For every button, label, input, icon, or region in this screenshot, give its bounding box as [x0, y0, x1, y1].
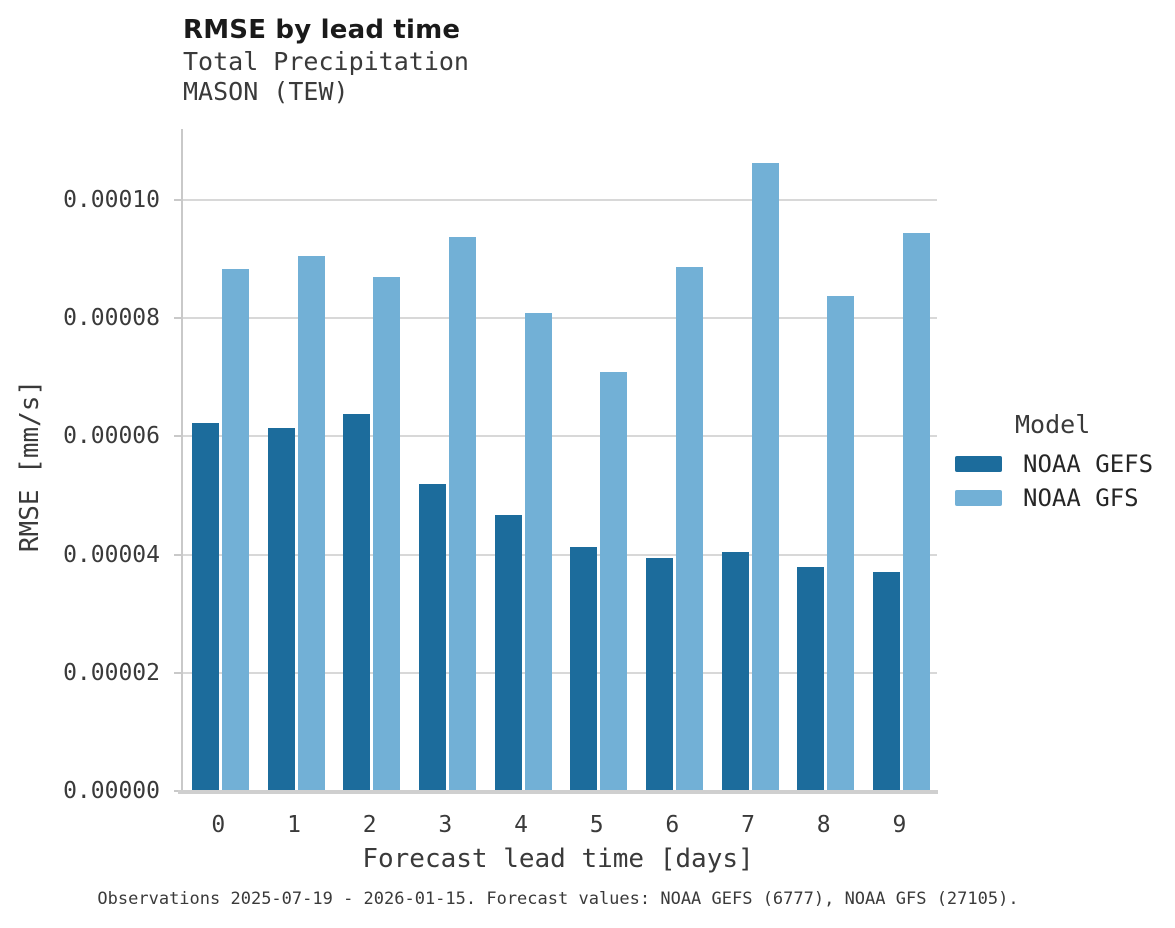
legend-label-gefs: NOAA GEFS — [1023, 450, 1154, 478]
x-tick-label: 0 — [211, 812, 226, 838]
bar-noaa-gfs-lead4 — [524, 312, 552, 791]
legend: Model NOAA GEFS NOAA GFS — [955, 410, 1153, 515]
y-gridline — [183, 317, 937, 320]
x-tick-label: 1 — [287, 812, 301, 838]
bar-noaa-gfs-lead8 — [827, 295, 855, 791]
bar-noaa-gefs-lead3 — [418, 483, 446, 791]
x-tick-label: 3 — [438, 812, 453, 838]
x-tick-label: 4 — [514, 812, 528, 838]
y-tick-label: 0.00002 — [63, 659, 160, 686]
y-gridline — [183, 553, 937, 556]
y-gridline — [183, 671, 937, 674]
bar-noaa-gfs-lead6 — [675, 267, 703, 791]
bar-noaa-gefs-lead9 — [872, 571, 900, 791]
chart-title: RMSE by lead time — [183, 15, 461, 45]
y-gridline — [183, 198, 937, 201]
y-tick-mark — [174, 435, 181, 438]
x-axis-title: Forecast lead time [days] — [362, 844, 754, 874]
y-tick-mark — [174, 317, 181, 320]
bar-noaa-gfs-lead1 — [297, 256, 325, 791]
bar-noaa-gefs-lead6 — [645, 558, 673, 791]
x-tick-label: 9 — [892, 812, 907, 838]
bar-noaa-gfs-lead7 — [751, 163, 779, 791]
y-tick-mark — [174, 671, 181, 674]
bar-noaa-gefs-lead2 — [343, 413, 371, 791]
y-tick-label: 0.00010 — [63, 186, 160, 213]
bar-noaa-gefs-lead5 — [570, 546, 598, 791]
x-axis-line — [178, 790, 938, 794]
legend-swatch-gefs — [955, 456, 1002, 472]
y-tick-label: 0.00008 — [63, 305, 160, 332]
y-tick-mark — [174, 198, 181, 201]
bar-noaa-gefs-lead0 — [191, 423, 219, 791]
legend-entry-gefs: NOAA GEFS — [955, 447, 1153, 481]
x-tick-label: 5 — [589, 812, 604, 838]
caption-observations: Observations 2025-07-19 - 2026-01-15. Fo… — [97, 889, 1019, 909]
bar-noaa-gefs-lead4 — [494, 514, 522, 791]
legend-label-gfs: NOAA GFS — [1023, 484, 1139, 512]
bar-noaa-gefs-lead7 — [721, 552, 749, 791]
y-tick-mark — [174, 790, 181, 792]
bar-noaa-gfs-lead9 — [902, 233, 930, 791]
x-tick-label: 2 — [362, 812, 377, 838]
x-tick-label: 7 — [741, 812, 755, 838]
bar-noaa-gfs-lead5 — [600, 371, 628, 791]
bar-noaa-gefs-lead1 — [267, 428, 295, 791]
x-tick-label: 6 — [665, 812, 680, 838]
bar-noaa-gfs-lead2 — [373, 276, 401, 791]
y-tick-label: 0.00000 — [63, 778, 160, 804]
bar-noaa-gefs-lead8 — [797, 566, 825, 791]
y-tick-label: 0.00006 — [63, 423, 160, 450]
bar-noaa-gfs-lead3 — [448, 237, 476, 791]
legend-title: Model — [1015, 410, 1091, 439]
y-tick-mark — [174, 553, 181, 556]
legend-entry-gfs: NOAA GFS — [955, 481, 1153, 515]
chart-header: RMSE by lead time Total Precipitation MA… — [183, 14, 469, 107]
y-tick-label: 0.00004 — [63, 541, 160, 568]
bar-noaa-gfs-lead0 — [221, 269, 249, 791]
legend-swatch-gfs — [955, 490, 1002, 506]
y-gridline — [183, 435, 937, 438]
y-axis-title: RMSE [mm/s] — [15, 379, 45, 553]
x-tick-label: 8 — [816, 812, 831, 838]
plot-area — [181, 129, 937, 791]
chart-subtitle-variable: Total Precipitation — [183, 47, 469, 76]
chart-subtitle-station: MASON (TEW) — [183, 77, 349, 106]
